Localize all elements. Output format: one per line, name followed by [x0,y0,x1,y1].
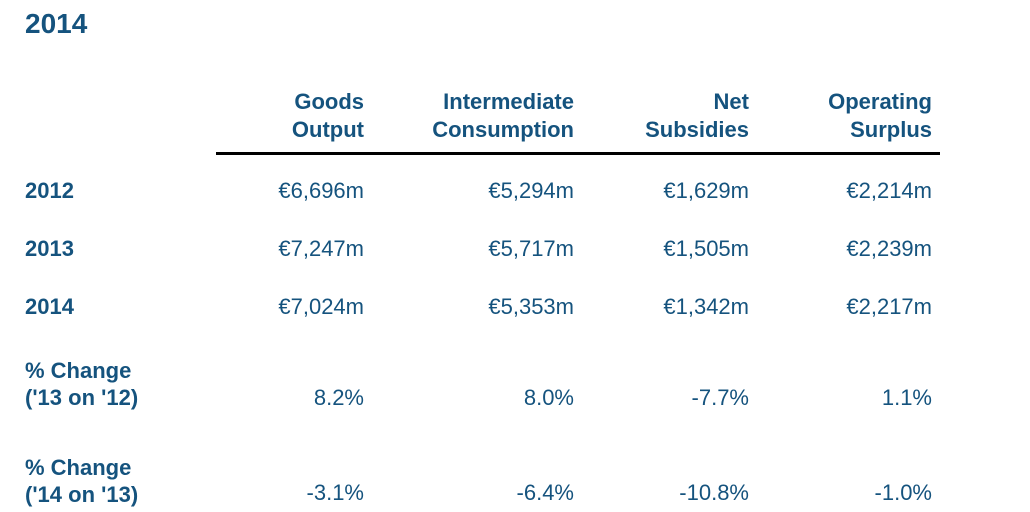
row-label: 2012 [25,154,216,214]
row-label-line: 2014 [25,294,74,319]
column-header-line: Output [291,117,364,142]
page-title: 2014 [25,8,88,39]
cell-value: €2,217m [846,294,932,319]
column-header-line: Operating [828,89,932,114]
cell-value: 8.2% [313,385,364,410]
cell-value: €1,505m [663,236,749,261]
column-header-operating-surplus: Operating Surplus [757,88,940,155]
row-label-line: 2012 [25,178,74,203]
table-row-pct-change-14-on-13: % Change ('14 on '13) -3.1% -6.4% -10.8%… [25,424,940,512]
column-header-net-subsidies: Net Subsidies [582,88,757,155]
column-header-line: Consumption [432,117,574,142]
column-header-goods-output: Goods Output [216,88,372,155]
row-label: 2013 [25,213,216,271]
cell-value: €1,629m [663,178,749,203]
row-label-line: 2013 [25,236,74,261]
table-row-2012: 2012 €6,696m €5,294m €1,629m €2,214m [25,154,940,214]
column-header-line: Goods [294,89,364,114]
page: 2014 Goods Output Intermediate Consumpti… [0,8,1030,512]
row-label: % Change ('14 on '13) [25,424,216,512]
row-label-line: % Change [25,454,132,480]
cell-value: 1.1% [881,385,932,410]
cell-value: €5,717m [488,236,574,261]
column-header-line: Subsidies [645,117,749,142]
column-header-line: Net [713,89,749,114]
table-row-2014: 2014 €7,024m €5,353m €1,342m €2,217m [25,271,940,329]
column-header-line: Surplus [850,117,932,142]
cell-value: 8.0% [523,385,574,410]
cell-value: €2,214m [846,178,932,203]
header-spacer [25,88,216,154]
row-label-line: ('14 on '13) [25,481,139,507]
row-label: 2014 [25,271,216,329]
cell-value: €7,247m [278,236,364,261]
table-row-2013: 2013 €7,247m €5,717m €1,505m €2,239m [25,213,940,271]
column-header-line: Intermediate [443,89,574,114]
row-label-line: ('13 on '12) [25,385,139,410]
cell-value: -7.7% [691,385,749,410]
row-label: % Change ('13 on '12) [25,329,216,424]
cell-value: -1.0% [757,424,940,512]
cell-value: -10.8% [582,424,757,512]
statistics-table: Goods Output Intermediate Consumption Ne… [25,88,940,512]
cell-value: €5,294m [488,178,574,203]
cell-value: €1,342m [663,294,749,319]
cell-value: €2,239m [846,236,932,261]
cell-value: €5,353m [488,294,574,319]
cell-value: -3.1% [216,424,372,512]
row-label-line: % Change [25,358,132,383]
table-row-pct-change-13-on-12: % Change ('13 on '12) 8.2% 8.0% -7.7% 1.… [25,329,940,424]
header-row: Goods Output Intermediate Consumption Ne… [25,88,940,155]
column-header-intermediate-consumption: Intermediate Consumption [372,88,582,155]
cell-value: -6.4% [372,424,582,512]
cell-value: €6,696m [278,178,364,203]
cell-value: €7,024m [278,294,364,319]
